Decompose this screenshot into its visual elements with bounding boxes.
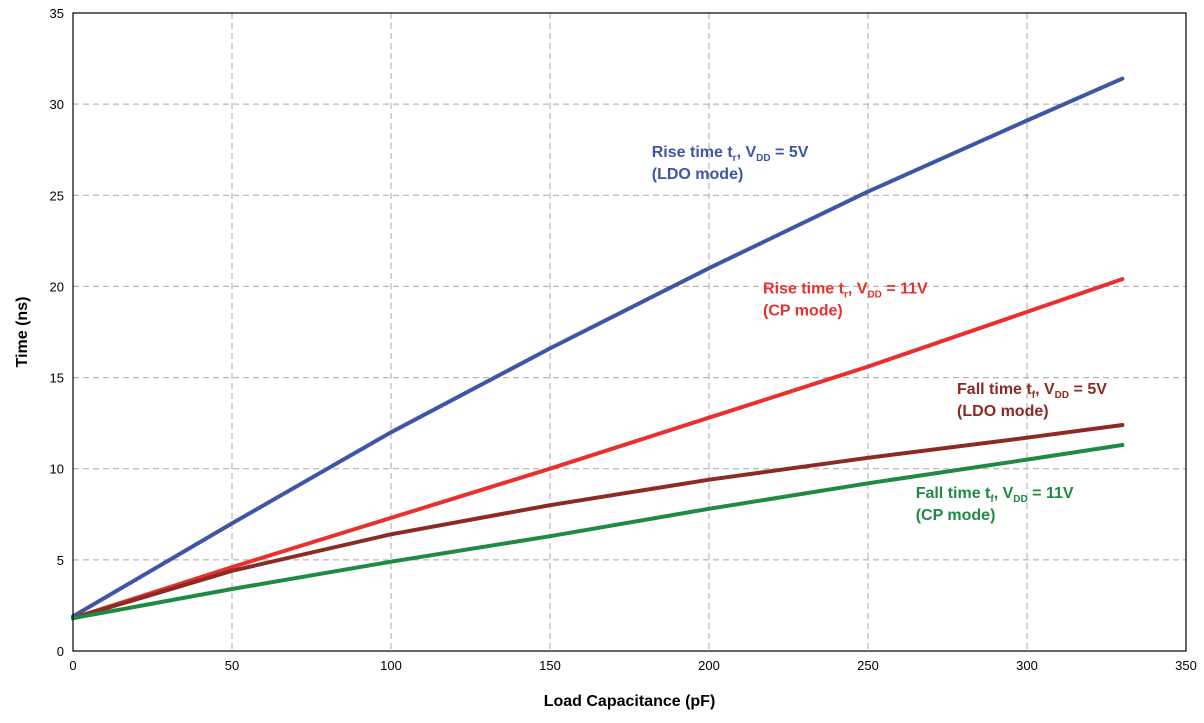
y-tick-label: 25 xyxy=(50,188,64,203)
y-tick-label: 15 xyxy=(50,371,64,386)
y-axis-title: Time (ns) xyxy=(14,297,31,368)
y-tick-label: 20 xyxy=(50,279,64,294)
series-line-4 xyxy=(71,443,1125,621)
plot-frame xyxy=(72,12,1187,652)
y-tick-label: 30 xyxy=(50,97,64,112)
series-line-1 xyxy=(71,76,1125,619)
x-tick-label: 0 xyxy=(69,658,76,673)
series-label-line: (LDO mode) xyxy=(957,403,1049,420)
y-tick-label: 35 xyxy=(50,6,64,21)
series-line-2 xyxy=(71,277,1125,621)
series-label-line: Rise time tr, VDD = 11V xyxy=(763,281,928,301)
x-axis-ticks: 0 50 100 150 200 250 300 350 xyxy=(69,658,1196,673)
series-layer xyxy=(71,76,1125,621)
series-label-line: Rise time tr, VDD = 5V xyxy=(652,144,809,164)
series-label-line: (LDO mode) xyxy=(652,166,744,183)
x-tick-label: 50 xyxy=(225,658,239,673)
x-tick-label: 300 xyxy=(1016,658,1038,673)
series-label-line: (CP mode) xyxy=(763,303,843,320)
series-label-2: Rise time tr, VDD = 11V (CP mode) xyxy=(763,281,928,320)
series-label-line: (CP mode) xyxy=(916,507,996,524)
series-label-1: Rise time tr, VDD = 5V (LDO mode) xyxy=(652,144,809,183)
x-tick-label: 350 xyxy=(1175,658,1197,673)
series-label-4: Fall time tf, VDD = 11V (CP mode) xyxy=(916,485,1074,524)
series-label-line: Fall time tf, VDD = 5V xyxy=(957,381,1107,401)
y-tick-label: 10 xyxy=(50,462,64,477)
series-line-3 xyxy=(71,423,1125,621)
grid xyxy=(73,13,1186,651)
x-tick-label: 200 xyxy=(698,658,720,673)
y-axis-ticks: 0 5 10 15 20 25 30 35 xyxy=(50,6,64,659)
x-tick-label: 150 xyxy=(539,658,561,673)
x-tick-label: 250 xyxy=(857,658,879,673)
series-label-line: Fall time tf, VDD = 11V xyxy=(916,485,1074,505)
x-tick-label: 100 xyxy=(380,658,402,673)
y-tick-label: 5 xyxy=(57,553,64,568)
series-annotations: Rise time tr, VDD = 5V(LDO mode)Rise tim… xyxy=(652,144,1107,524)
series-label-3: Fall time tf, VDD = 5V (LDO mode) xyxy=(957,381,1107,420)
y-tick-label: 0 xyxy=(57,644,64,659)
x-axis-title: Load Capacitance (pF) xyxy=(544,693,716,710)
